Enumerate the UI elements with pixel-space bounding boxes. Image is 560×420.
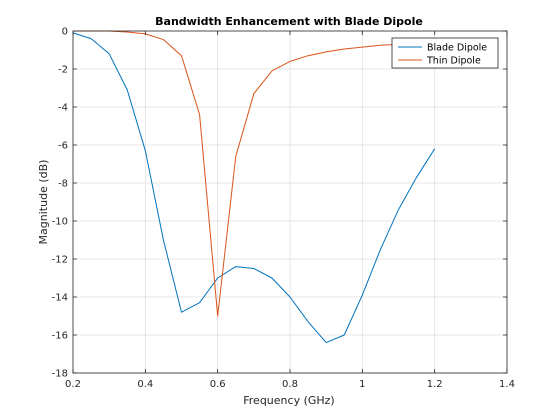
y-tick-label: -2 — [58, 65, 68, 76]
y-tick-label: -8 — [58, 179, 68, 190]
legend-box — [391, 37, 499, 69]
y-tick-label: -4 — [58, 103, 68, 114]
legend-label-thin-dipole: Thin Dipole — [426, 56, 481, 67]
x-axis-label: Frequency (GHz) — [243, 394, 334, 407]
legend: Blade Dipole Thin Dipole — [391, 37, 499, 69]
y-tick-label: -10 — [52, 217, 68, 228]
x-tick-label: 0.6 — [210, 379, 226, 390]
y-tick-label: -16 — [52, 331, 68, 342]
y-tick-label: -18 — [52, 369, 68, 380]
y-tick-label: 0 — [62, 27, 68, 38]
x-tick-label: 0.8 — [282, 379, 298, 390]
chart-title: Bandwidth Enhancement with Blade Dipole — [155, 15, 423, 28]
y-tick-label: -14 — [52, 293, 68, 304]
legend-label-blade-dipole: Blade Dipole — [427, 43, 487, 54]
series-line-blade-dipole — [72, 32, 436, 344]
y-tick-label: -6 — [58, 141, 68, 152]
x-tick-label: 0.2 — [65, 379, 81, 390]
x-tick-label: 1 — [359, 379, 365, 390]
x-tick-label: 1.4 — [499, 379, 515, 390]
y-tick-label: -12 — [52, 255, 68, 266]
y-axis-label: Magnitude (dB) — [37, 160, 50, 245]
x-tick-label: 1.2 — [427, 379, 443, 390]
x-tick-label: 0.4 — [137, 379, 153, 390]
series-line-thin-dipole — [73, 30, 435, 317]
